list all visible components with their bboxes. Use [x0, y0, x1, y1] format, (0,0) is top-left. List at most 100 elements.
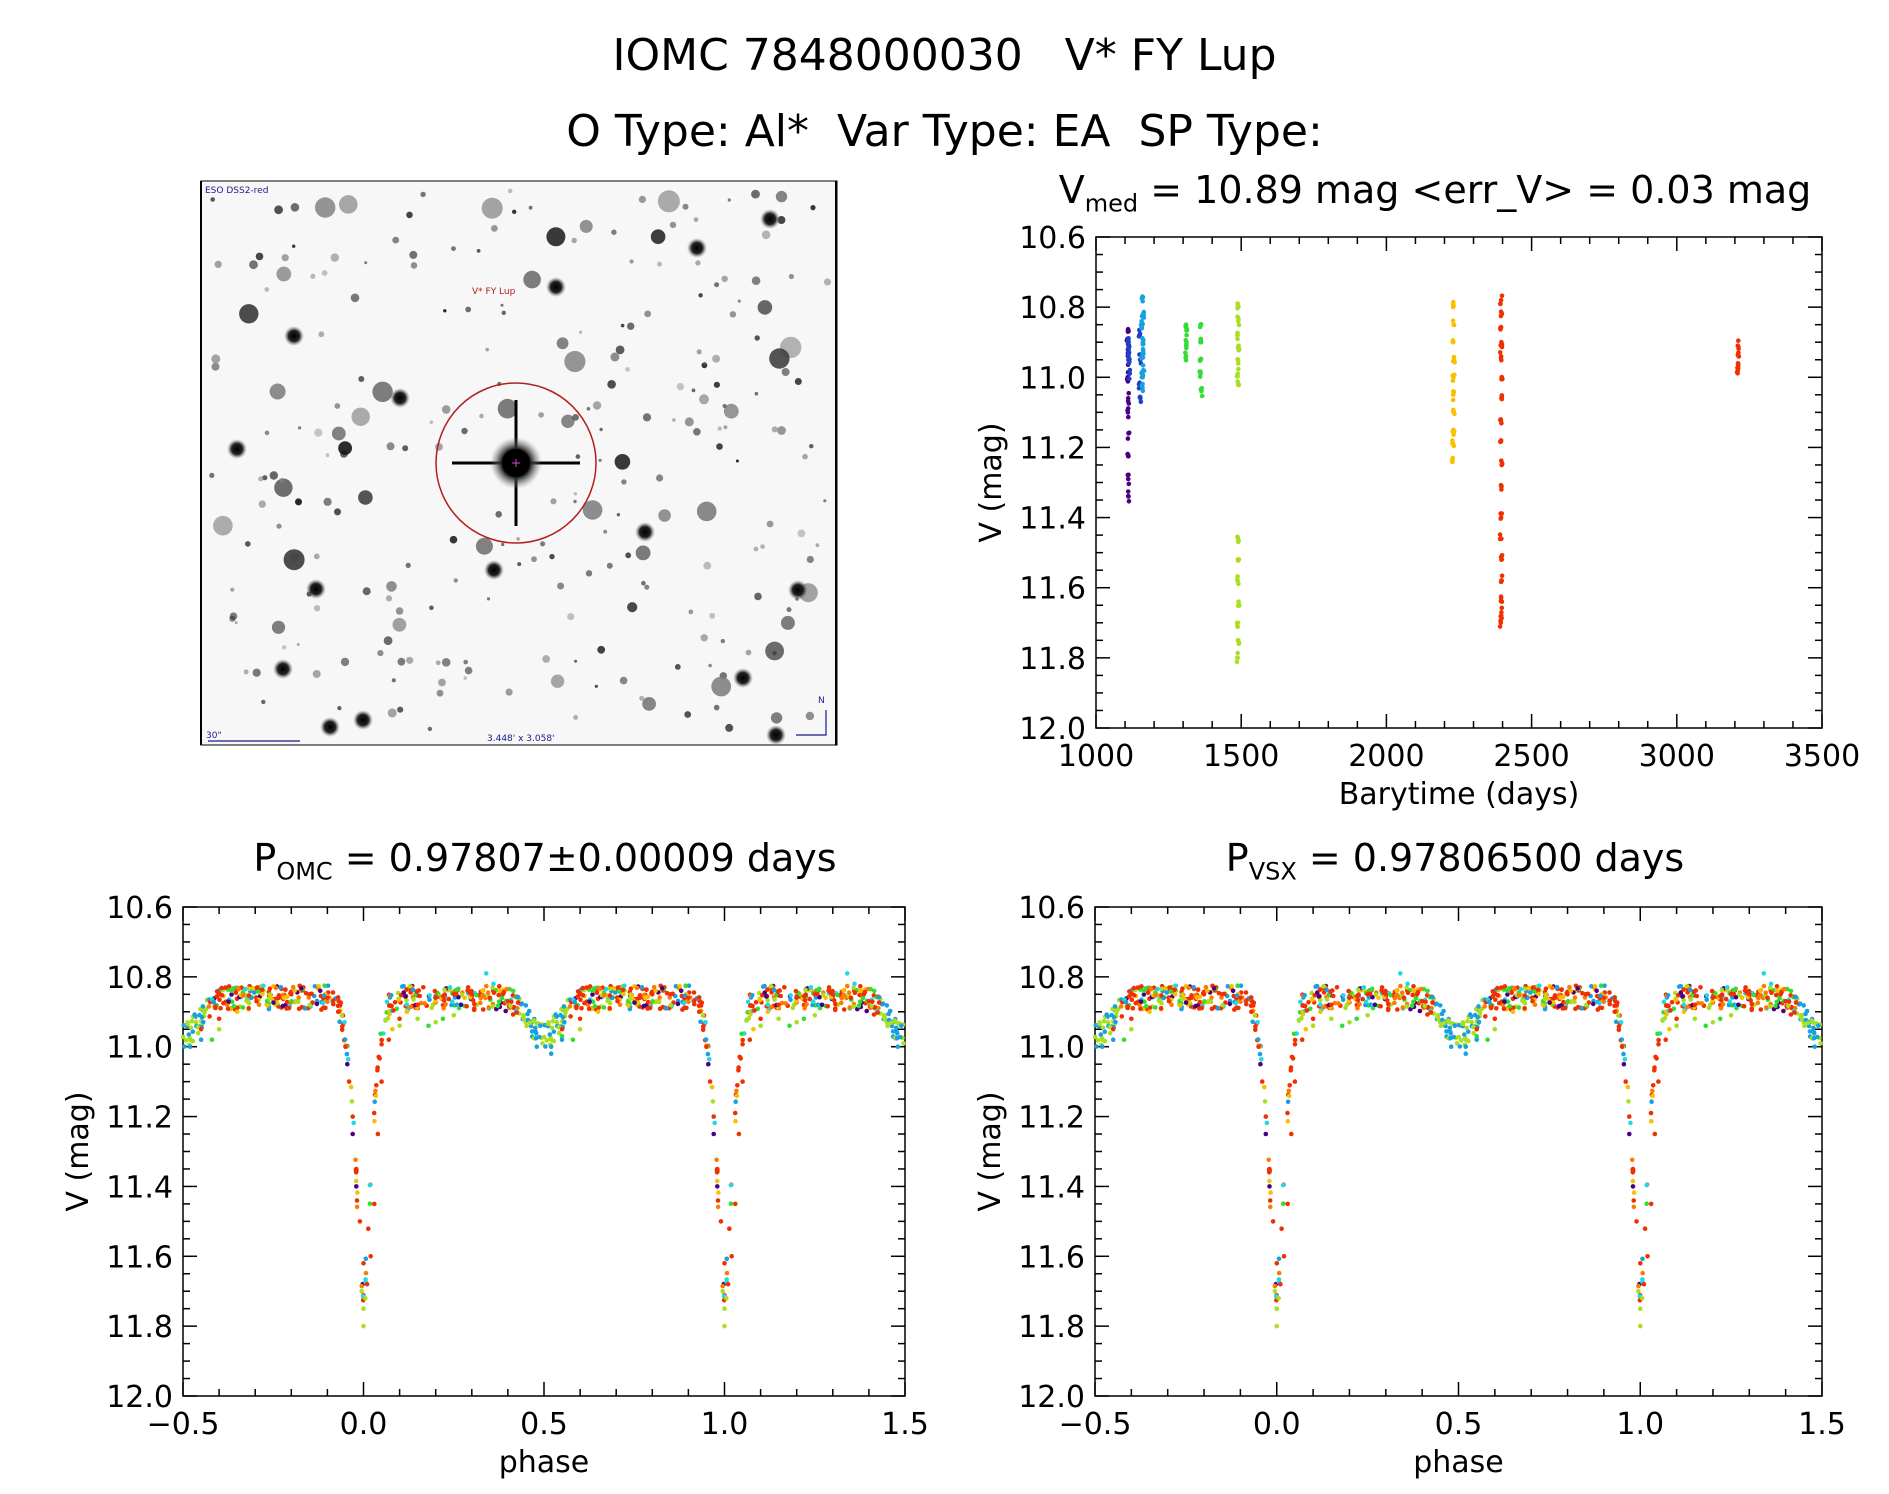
- data-point: [1285, 1201, 1290, 1207]
- data-point: [871, 988, 877, 994]
- data-point: [1811, 1030, 1817, 1036]
- data-point: [1741, 1004, 1747, 1009]
- data-point: [1475, 1015, 1480, 1020]
- data-point: [1138, 322, 1144, 328]
- data-point: [1392, 1000, 1397, 1006]
- data-point: [1572, 995, 1578, 1000]
- star: [486, 597, 491, 601]
- star: [703, 561, 712, 570]
- data-point: [1619, 1037, 1624, 1042]
- data-point: [675, 1001, 681, 1007]
- star: [500, 303, 504, 307]
- data-point: [596, 985, 602, 991]
- star: [296, 643, 300, 646]
- data-point: [1306, 1000, 1311, 1005]
- star: [321, 270, 328, 276]
- data-point: [363, 1295, 368, 1301]
- data-point: [1650, 1083, 1656, 1088]
- data-point: [1451, 322, 1456, 328]
- star: [495, 511, 503, 518]
- data-point: [345, 1061, 350, 1067]
- data-point: [1801, 1003, 1806, 1008]
- data-point: [1498, 439, 1503, 445]
- data-point: [716, 1190, 721, 1195]
- data-point: [540, 1041, 545, 1046]
- data-point: [1477, 1010, 1483, 1015]
- data-point: [211, 1000, 217, 1005]
- star: [721, 275, 728, 282]
- plot-frame: [1094, 906, 1823, 1397]
- data-point: [1451, 409, 1456, 414]
- figure-title-line2: O Type: Al* Var Type: EA SP Type:: [566, 106, 1323, 157]
- data-point: [1560, 1006, 1566, 1011]
- star: [567, 613, 575, 621]
- star: [786, 607, 792, 613]
- bright-star: [733, 668, 753, 688]
- data-point: [1628, 1120, 1633, 1126]
- data-point: [1522, 993, 1528, 998]
- data-point: [1263, 1114, 1269, 1119]
- data-point: [274, 1000, 280, 1005]
- data-point: [615, 985, 621, 990]
- data-point: [1474, 1033, 1479, 1039]
- data-point: [1498, 594, 1504, 599]
- data-point: [1630, 1170, 1636, 1175]
- data-point: [1227, 1001, 1233, 1007]
- star: [290, 203, 300, 212]
- data-point: [307, 992, 312, 997]
- star: [573, 492, 578, 496]
- data-point: [389, 1003, 394, 1009]
- data-point: [1183, 1000, 1189, 1005]
- star: [245, 541, 251, 547]
- data-point: [720, 1283, 725, 1289]
- data-point: [509, 999, 514, 1005]
- x-tick-label: 1.5: [881, 1407, 929, 1442]
- data-point: [251, 990, 257, 995]
- data-point: [738, 1056, 743, 1061]
- data-point: [1318, 1002, 1323, 1008]
- data-point: [645, 999, 651, 1005]
- data-point: [611, 985, 617, 991]
- data-point: [533, 1025, 538, 1031]
- data-point: [1601, 995, 1607, 1001]
- data-point: [1607, 998, 1613, 1003]
- data-point: [543, 1044, 548, 1049]
- data-point: [1727, 999, 1732, 1004]
- star: [709, 612, 716, 619]
- star: [313, 605, 321, 612]
- data-point: [1184, 341, 1189, 347]
- data-point: [700, 1027, 706, 1033]
- data-point: [484, 983, 489, 989]
- data-point: [1648, 1110, 1654, 1116]
- data-point: [1511, 985, 1517, 991]
- data-point: [217, 997, 222, 1002]
- data-point: [1378, 1004, 1383, 1009]
- star: [699, 394, 709, 405]
- data-point: [1291, 1031, 1297, 1037]
- data-point: [342, 1020, 347, 1025]
- star: [279, 478, 285, 483]
- data-point: [712, 1120, 717, 1126]
- data-point: [663, 1006, 669, 1011]
- star: [693, 428, 701, 436]
- star: [684, 417, 694, 427]
- star: [276, 523, 282, 529]
- data-point: [1755, 1000, 1761, 1006]
- data-point: [851, 1004, 856, 1009]
- data-point: [1423, 999, 1428, 1005]
- data-point: [1736, 338, 1741, 344]
- data-point: [1347, 995, 1352, 1001]
- data-point: [1310, 997, 1315, 1003]
- data-point: [296, 995, 302, 1000]
- data-point: [415, 1016, 420, 1022]
- data-point: [1474, 1026, 1479, 1032]
- star: [461, 427, 468, 435]
- star: [751, 189, 760, 199]
- data-point: [495, 1003, 501, 1009]
- data-point: [1487, 1000, 1492, 1005]
- data-point: [1153, 1005, 1158, 1010]
- data-point: [1450, 338, 1456, 343]
- data-point: [1809, 1018, 1814, 1023]
- data-point: [515, 994, 521, 1000]
- data-point: [1268, 1190, 1273, 1195]
